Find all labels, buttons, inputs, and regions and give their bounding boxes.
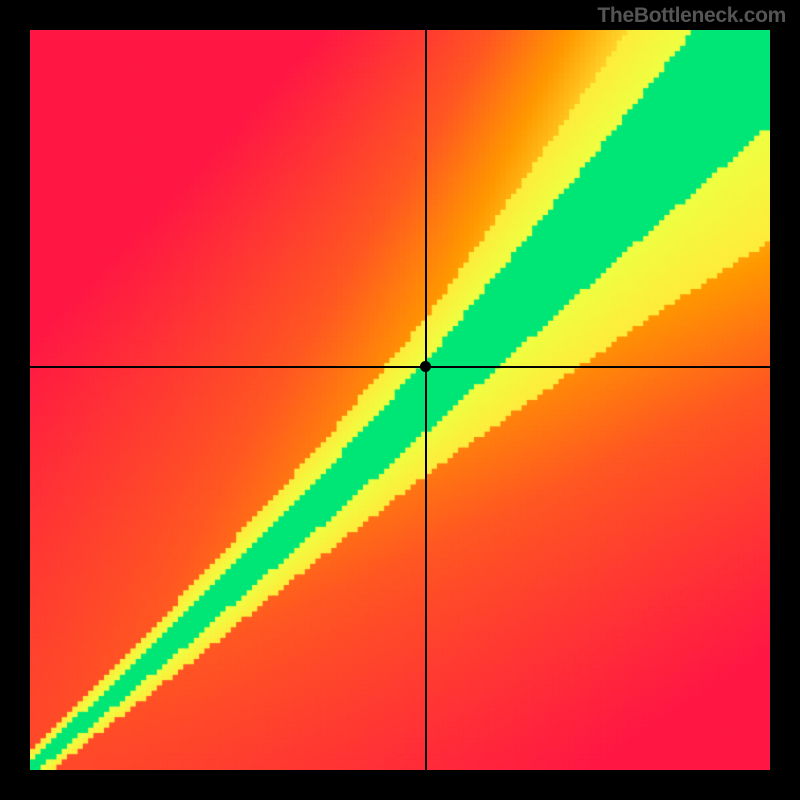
- crosshair-vertical: [425, 30, 427, 770]
- chart-container: TheBottleneck.com: [0, 0, 800, 800]
- crosshair-horizontal: [30, 366, 770, 368]
- watermark-label: TheBottleneck.com: [597, 4, 786, 28]
- heatmap-canvas: [30, 30, 770, 770]
